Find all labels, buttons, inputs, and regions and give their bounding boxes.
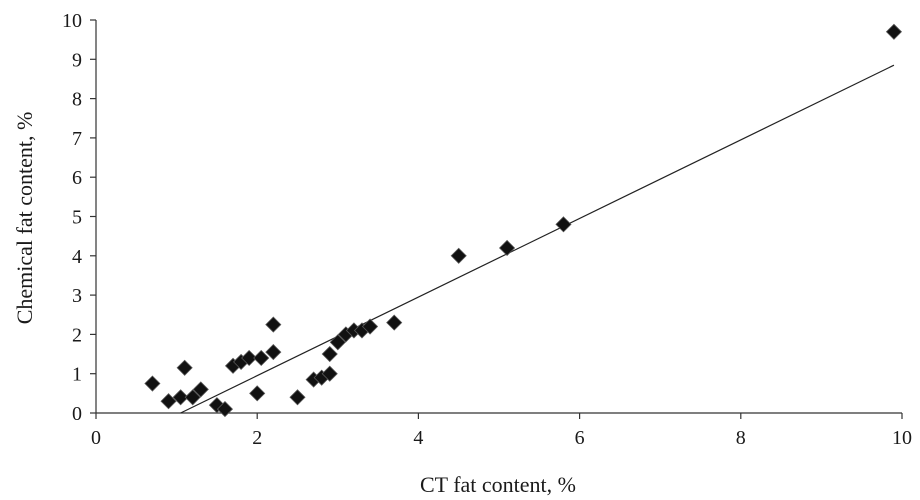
data-point	[289, 389, 306, 406]
x-axis-title: CT fat content, %	[420, 472, 576, 497]
y-tick-label: 10	[62, 10, 82, 32]
data-point	[386, 314, 403, 331]
y-tick-label: 4	[72, 246, 82, 268]
data-point	[184, 389, 201, 406]
axes	[95, 20, 902, 414]
y-tick-label: 1	[72, 364, 82, 386]
y-axis-title: Chemical fat content, %	[12, 112, 37, 325]
data-point	[249, 385, 266, 402]
data-point	[885, 23, 903, 40]
data-point	[144, 375, 161, 392]
data-point	[265, 344, 282, 361]
x-tick-label: 4	[413, 427, 423, 449]
y-tick-label: 9	[72, 49, 82, 71]
y-tick-label: 2	[72, 324, 82, 346]
ticks: 0 1 2 3 4 5 6 7 8 9 10 0 2 4 6 8 10	[62, 10, 912, 449]
data-point	[498, 239, 516, 257]
data-point	[450, 247, 467, 264]
data-point	[361, 318, 379, 335]
data-point	[216, 401, 234, 418]
data-point	[329, 334, 346, 351]
y-tick-label: 6	[72, 167, 82, 189]
data-point	[321, 365, 338, 382]
y-tick-label: 0	[72, 403, 82, 425]
data-point	[172, 389, 189, 406]
y-tick-label: 8	[72, 89, 82, 111]
trendline	[180, 64, 895, 414]
trendline-layer	[180, 64, 895, 414]
data-point	[253, 349, 270, 367]
points-layer	[144, 23, 903, 418]
y-tick-label: 5	[72, 207, 82, 229]
data-point	[555, 216, 572, 233]
x-tick-label: 6	[575, 427, 585, 449]
x-tick-label: 10	[892, 427, 912, 449]
x-tick-label: 8	[736, 427, 746, 449]
data-point	[241, 349, 258, 367]
x-tick-label: 0	[91, 427, 101, 449]
data-point	[265, 316, 282, 333]
y-tick-label: 7	[72, 128, 82, 150]
y-tick-label: 3	[72, 285, 82, 307]
data-point	[321, 345, 338, 363]
x-tick-label: 2	[252, 427, 262, 449]
data-point	[160, 393, 177, 410]
data-point	[192, 381, 209, 398]
data-point	[176, 359, 193, 376]
